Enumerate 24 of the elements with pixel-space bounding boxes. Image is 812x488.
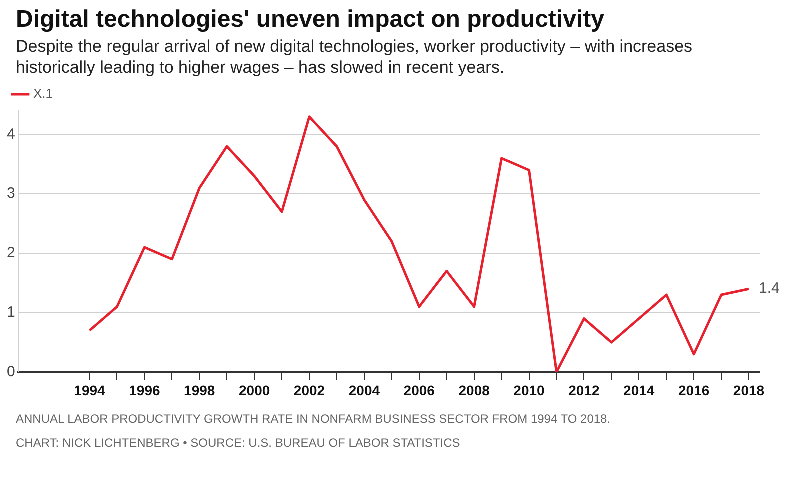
x-tick-label: 2000 bbox=[238, 382, 270, 398]
y-tick-label: 4 bbox=[7, 126, 16, 143]
y-tick-label: 3 bbox=[7, 185, 16, 202]
x-tick-label: 2012 bbox=[568, 382, 600, 398]
y-tick-label: 0 bbox=[7, 363, 16, 380]
data-label: 1.4 bbox=[759, 280, 780, 298]
legend-label: X.1 bbox=[34, 86, 54, 102]
x-tick-label: 2008 bbox=[458, 382, 490, 398]
y-tick-label: 1 bbox=[7, 304, 16, 321]
x-tick-label: 2006 bbox=[404, 382, 436, 398]
x-tick-label: 2004 bbox=[348, 382, 380, 398]
x-tick-label: 1996 bbox=[129, 382, 160, 398]
x-tick-label: 1998 bbox=[184, 382, 216, 398]
x-tick-label: 2016 bbox=[678, 382, 710, 398]
x-tick-label: 2002 bbox=[294, 382, 326, 398]
x-tick-label: 2010 bbox=[514, 382, 546, 398]
text: CHART: NICK LICHTENBERG • SOURCE: U.S. BUREAU OF LABOR STATISTICS bbox=[16, 435, 462, 452]
x-tick-label: 1994 bbox=[74, 382, 106, 398]
x-tick-label: 2018 bbox=[733, 382, 765, 398]
chart-title: Digital technologies' uneven impact on productivity bbox=[16, 6, 606, 34]
chart-subtitle: Despite the regular arrival of new digital technologies, worker productivity – with increases historically leading to higher wages – has slowed in recent years. bbox=[16, 36, 694, 78]
text: ANNUAL LABOR PRODUCTIVITY GROWTH RATE IN NONFARM BUSINESS SECTOR FROM 1994 TO 2018. bbox=[16, 411, 612, 428]
y-tick-label: 2 bbox=[7, 244, 16, 262]
x-tick-label: 2014 bbox=[624, 382, 655, 398]
